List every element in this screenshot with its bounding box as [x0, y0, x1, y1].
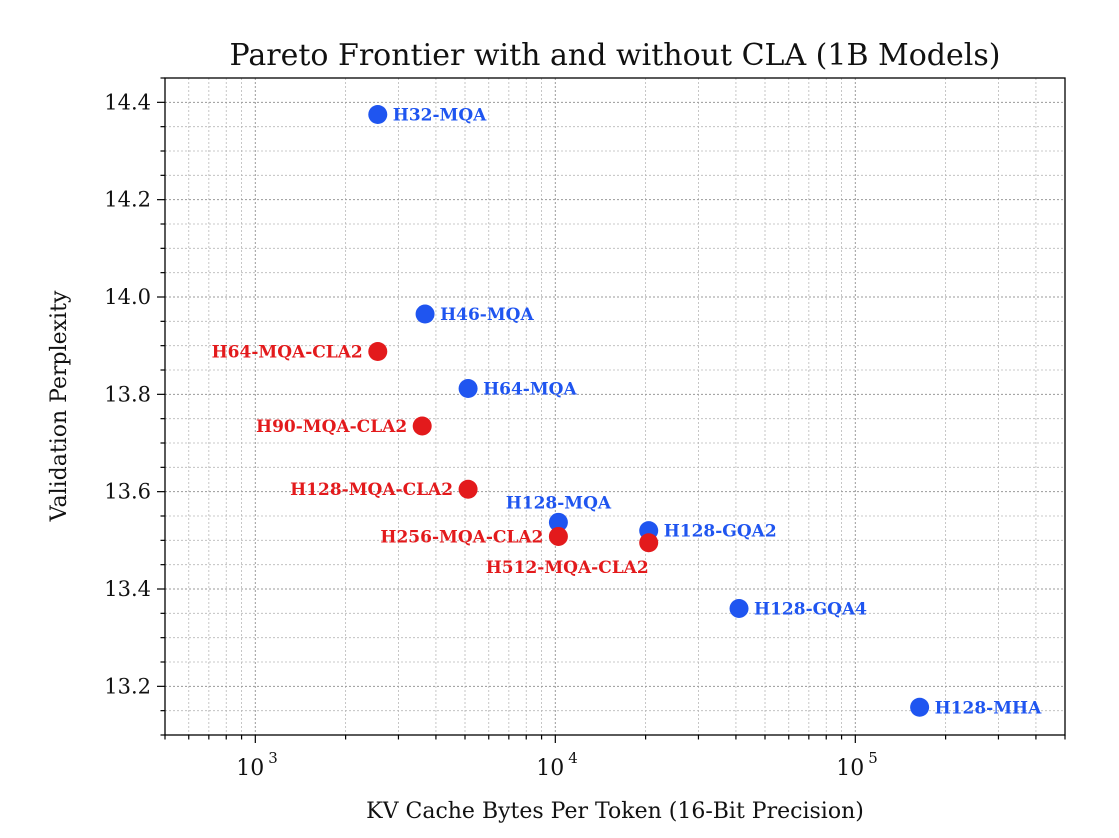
plot-frame	[164, 77, 1066, 736]
scatter-point	[910, 697, 930, 717]
scatter-point	[412, 416, 432, 436]
x-tick-exponent: 4	[568, 749, 578, 767]
chart-title: Pareto Frontier with and without CLA (1B…	[230, 38, 1001, 73]
point-label: H90-MQA-CLA2	[256, 417, 407, 437]
grid	[164, 77, 1066, 736]
x-axis-label: KV Cache Bytes Per Token (16-Bit Precisi…	[366, 799, 864, 824]
scatter-point	[548, 512, 568, 532]
point-label: H32-MQA	[393, 106, 487, 126]
point-label: H512-MQA-CLA2	[486, 558, 649, 578]
y-tick-label: 13.6	[104, 480, 151, 504]
scatter-point	[458, 378, 478, 398]
x-tick-label: 10	[236, 756, 264, 781]
scatter-point	[368, 342, 388, 362]
scatter-point	[458, 479, 478, 499]
point-label: H128-MQA	[506, 493, 612, 513]
x-tick-label: 10	[836, 756, 864, 781]
scatter-point	[639, 533, 659, 553]
data-points: H32-MQA H46-MQA H64-MQA H128-MQA H128-GQA2 H1…	[212, 105, 1042, 718]
point-label: H64-MQA-CLA2	[212, 343, 363, 363]
point-label: H128-MHA	[935, 698, 1042, 718]
y-tick-label: 13.2	[104, 674, 151, 698]
y-axis-label: Validation Perplexity	[47, 290, 72, 522]
point-label: H46-MQA	[440, 305, 534, 325]
x-tick-label: 10	[536, 756, 564, 781]
point-label: H128-GQA2	[664, 522, 777, 542]
x-tick-exponent: 5	[868, 749, 878, 767]
y-tick-label: 13.8	[104, 382, 151, 406]
ticks: 13.213.413.613.814.014.214.410 3 10 4 10 5	[104, 77, 1066, 781]
scatter-point	[729, 598, 749, 618]
scatter-point	[415, 304, 435, 324]
scatter-point	[368, 105, 388, 124]
point-label: H64-MQA	[483, 379, 577, 399]
point-label: H256-MQA-CLA2	[380, 527, 543, 547]
point-label: H128-GQA4	[754, 599, 867, 619]
y-tick-label: 13.4	[104, 577, 151, 601]
y-tick-label: 14.0	[104, 285, 151, 309]
point-label: H128-MQA-CLA2	[290, 480, 453, 500]
scatter-point	[548, 526, 568, 546]
x-tick-exponent: 3	[268, 749, 278, 767]
y-tick-label: 14.2	[104, 188, 151, 212]
y-tick-label: 14.4	[104, 90, 151, 114]
